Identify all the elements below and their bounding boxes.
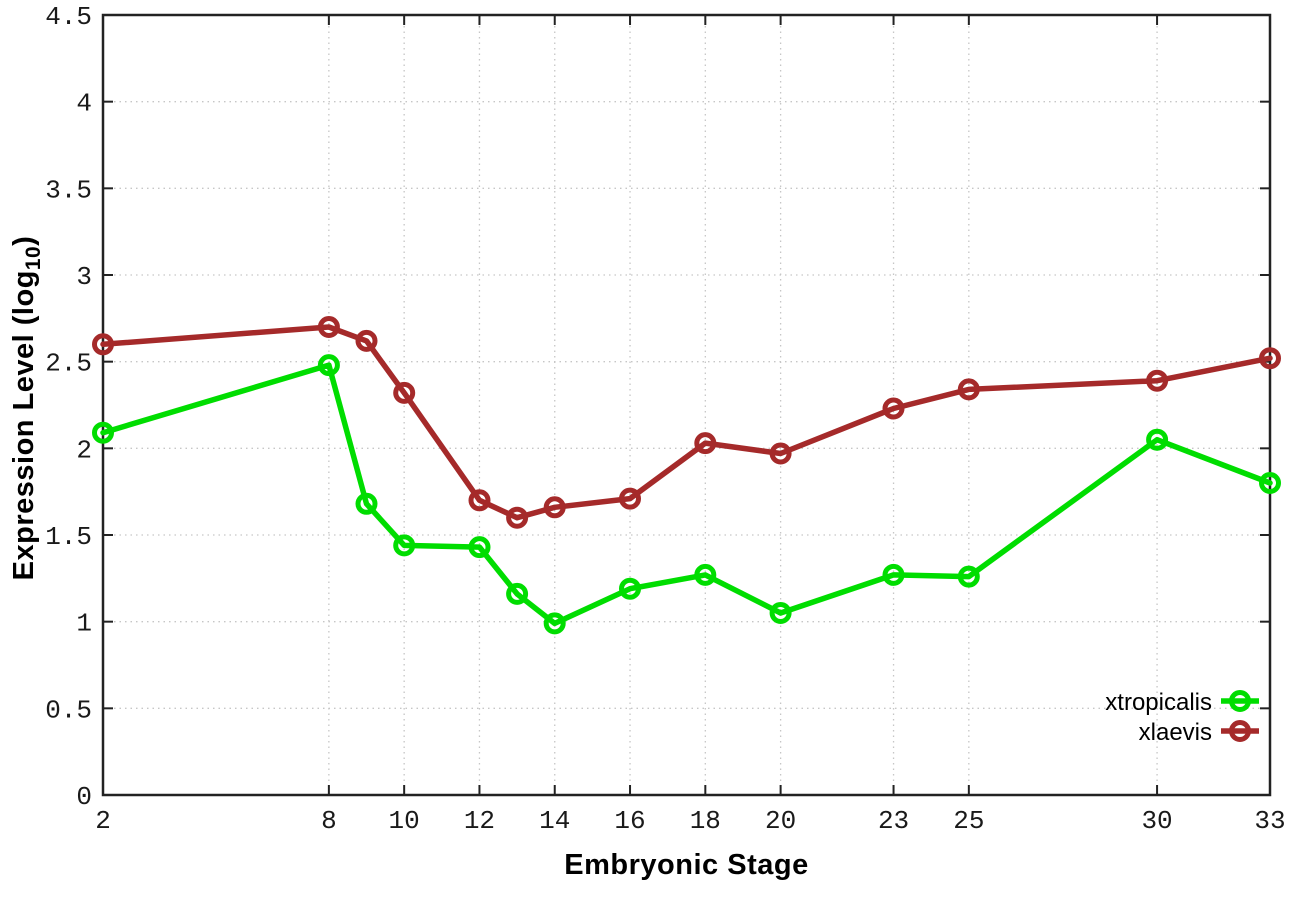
y-tick-label: 2.5 (45, 349, 92, 379)
series-xtropicalis-marker (92, 421, 114, 444)
x-tick-label: 12 (464, 806, 495, 836)
series-xtropicalis-line (100, 362, 1273, 627)
tick-marks (102, 14, 1271, 796)
series-xlaevis-marker (957, 378, 980, 401)
x-tick-label: 8 (321, 806, 337, 836)
y-tick-label: 3 (76, 262, 92, 292)
series-xlaevis-marker (619, 487, 641, 510)
x-tick-label: 16 (614, 806, 645, 836)
legend-label-xtropicalis: xtropicalis (1105, 689, 1212, 716)
x-tick-label: 10 (389, 806, 420, 836)
series-xtropicalis-marker (882, 563, 905, 586)
series-xlaevis-marker (468, 489, 491, 512)
x-tick-label: 25 (953, 806, 984, 836)
x-tick-label: 18 (690, 806, 721, 836)
y-tick-label: 2 (76, 435, 92, 465)
series-xtropicalis-marker (769, 602, 792, 624)
x-tick-label: 30 (1141, 806, 1172, 836)
series-xlaevis-marker (882, 397, 905, 420)
y-tick-label: 1 (76, 609, 92, 639)
x-tick-label: 33 (1254, 806, 1285, 836)
series-xlaevis-marker (694, 432, 717, 455)
x-tick-labels: 2 8 10 12 14 16 18 20 23 25 30 33 (95, 806, 1285, 836)
y-tick-label: 1.5 (45, 522, 92, 552)
legend-sample-marker-xtropicalis (1229, 690, 1251, 712)
x-axis-title: Embryonic Stage (564, 849, 809, 881)
legend: xtropicalis xlaevis (1105, 689, 1259, 746)
series-xlaevis-marker (769, 442, 792, 465)
series-xlaevis-marker (543, 496, 566, 519)
series-xtropicalis-marker (1259, 472, 1281, 494)
series-xlaevis-marker (506, 506, 529, 529)
y-tick-labels: 0 0.5 1 1.5 2 2.5 3 3.5 4 4.5 (45, 2, 92, 812)
series-xtropicalis-marker (393, 534, 416, 557)
series-xtropicalis-marker (957, 565, 980, 588)
y-axis-title-subscript: 10 (21, 245, 45, 271)
series-xtropicalis-marker (317, 354, 340, 377)
series-xlaevis-marker (1259, 347, 1281, 370)
y-tick-label: 3.5 (45, 175, 92, 205)
series-xlaevis-marker (355, 329, 378, 352)
y-axis-title-text: Expression Level (log (8, 270, 41, 581)
y-tick-label: 0 (76, 782, 92, 812)
x-tick-label: 23 (878, 806, 909, 836)
series-xlaevis (92, 316, 1281, 529)
series-xtropicalis-marker (355, 492, 378, 515)
series-xtropicalis-marker (619, 577, 641, 600)
series-xtropicalis-marker (468, 536, 491, 559)
y-tick-label: 4 (76, 89, 92, 119)
x-tick-label: 14 (539, 806, 570, 836)
plot-border (101, 13, 1272, 797)
x-tick-label: 2 (95, 806, 111, 836)
y-tick-label: 4.5 (45, 2, 92, 32)
y-axis-title-close: ) (8, 235, 41, 246)
gridlines (102, 14, 1271, 796)
y-axis-title: Expression Level (log10) (8, 236, 46, 581)
series-xlaevis-line (100, 324, 1273, 521)
series-xtropicalis-marker (1146, 428, 1169, 451)
series-xtropicalis-marker (506, 582, 529, 605)
series-xlaevis-marker (1146, 369, 1169, 392)
x-tick-label: 20 (765, 806, 796, 836)
series-xlaevis-marker (393, 381, 416, 404)
series-xtropicalis (92, 354, 1281, 635)
series-xtropicalis-marker (694, 563, 717, 586)
legend-label-xlaevis: xlaevis (1139, 719, 1212, 746)
legend-sample-marker-xlaevis (1229, 720, 1251, 742)
y-tick-label: 0.5 (45, 695, 92, 725)
series-xtropicalis-marker (543, 612, 566, 635)
series-xlaevis-marker (317, 316, 340, 338)
series-xlaevis-marker (92, 333, 114, 356)
